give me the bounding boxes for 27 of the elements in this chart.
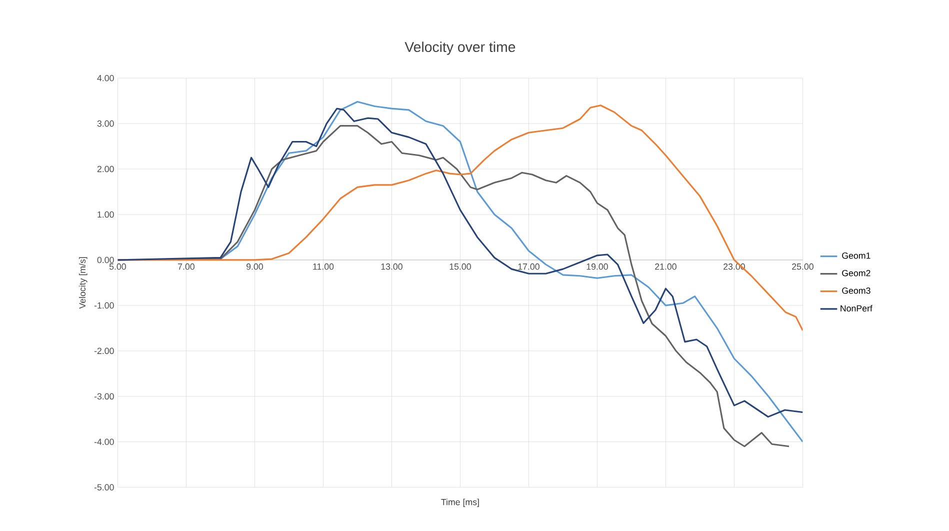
x-tick-label: 13.00 xyxy=(381,264,402,270)
x-tick-label: 11.00 xyxy=(313,264,334,270)
y-tick-label: -4.00 xyxy=(94,438,114,446)
y-tick-label: 3.00 xyxy=(97,120,114,127)
legend-label: Geom3 xyxy=(842,288,870,294)
x-tick-label: 19.00 xyxy=(586,264,608,270)
y-tick-label: 1.00 xyxy=(98,211,114,218)
chart-title: Velocity over time xyxy=(404,42,516,55)
x-tick-label: 17.00 xyxy=(518,264,540,270)
x-tick-label: 9.00 xyxy=(246,264,263,270)
x-tick-label: 5.00 xyxy=(109,264,126,270)
y-tick-label: -5.00 xyxy=(94,484,114,491)
x-tick-label: 21.00 xyxy=(655,264,676,270)
legend-label: NonPerf xyxy=(840,305,872,312)
x-tick-label: 15.00 xyxy=(450,264,471,270)
x-tick-label: 25.00 xyxy=(792,264,814,270)
x-axis-title: Time [ms] xyxy=(441,498,479,508)
x-tick-label: 7.00 xyxy=(178,264,194,270)
y-axis-title: Velocity [m/s] xyxy=(79,257,88,309)
legend-label: Geom2 xyxy=(842,270,870,276)
y-tick-label: 2.00 xyxy=(97,166,114,172)
y-tick-label: -1.00 xyxy=(94,302,114,309)
y-tick-label: -3.00 xyxy=(94,393,114,400)
legend-label: Geom1 xyxy=(842,252,870,259)
y-tick-label: 0.00 xyxy=(97,256,114,264)
y-tick-label: 4.00 xyxy=(97,75,114,82)
y-tick-label: -2.00 xyxy=(94,348,114,354)
